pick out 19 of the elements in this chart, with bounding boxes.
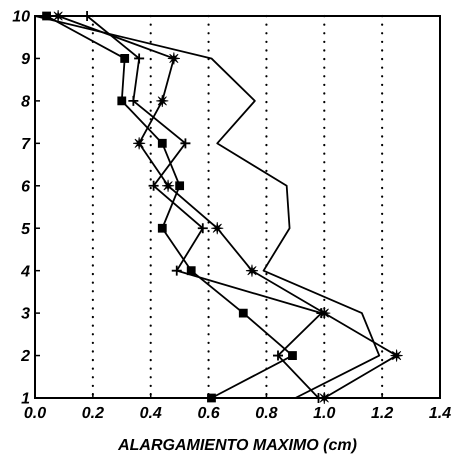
y-tick-label: 8 [21,93,30,110]
x-tick-label: 0.8 [255,405,278,422]
y-tick-label: 9 [21,51,30,68]
x-tick-label: 1.0 [313,405,336,422]
x-axis-title: ALARGAMIENTO MAXIMO (cm) [117,437,357,454]
y-tick-label: 1 [21,390,30,408]
x-tick-label: 0.0 [24,405,46,422]
y-tick-label: 4 [20,263,30,280]
y-tick-label: 3 [21,306,30,323]
x-tick-label: 1.2 [371,405,394,422]
x-tick-label: 0.4 [140,405,162,422]
y-tick-label: 7 [21,136,32,153]
y-tick-label: 10 [12,8,30,26]
x-tick-label: 0.6 [197,405,220,422]
y-tick-label: 2 [20,348,30,366]
x-tick-label: 0.2 [82,405,104,422]
y-tick-label: 5 [21,220,32,238]
y-tick-label: 6 [21,178,30,196]
x-tick-label: 1.4 [428,405,452,422]
